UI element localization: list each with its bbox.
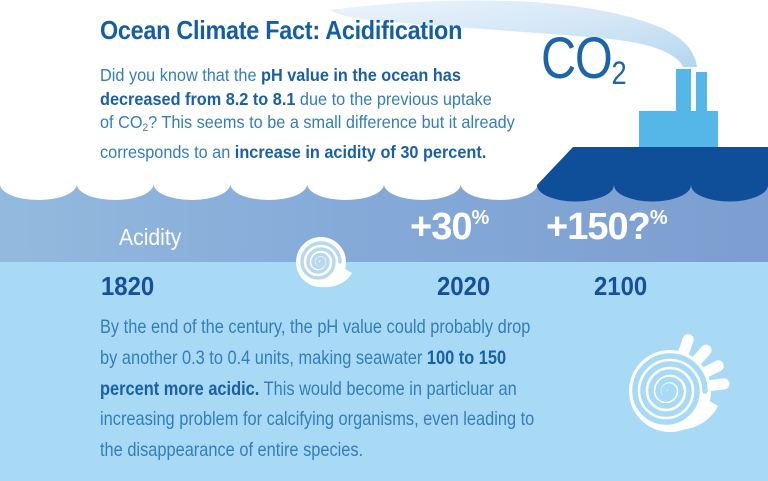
steamship-hull-icon	[537, 147, 768, 202]
co2-label: CO2	[541, 30, 627, 92]
stat-2100-acidity-increase: +150?%	[546, 208, 668, 246]
intro-paragraph: Did you know that the pH value in the oc…	[100, 65, 515, 162]
co2-subscript: 2	[611, 55, 627, 92]
percent-sign: %	[649, 207, 668, 229]
co2-main-text: CO	[541, 26, 613, 91]
timeline-year-2020: 2020	[437, 271, 491, 301]
ship-chimney-left	[676, 69, 691, 113]
ship-superstructure	[639, 111, 718, 149]
outro-paragraph: By the end of the century, the pH value …	[100, 316, 535, 462]
acidity-label: Acidity	[119, 224, 182, 250]
ship-chimney-right	[696, 72, 707, 113]
stat-2020-acidity-increase: +30%	[410, 208, 489, 246]
co2-smoke-swoosh-icon	[330, 0, 697, 67]
page-title: Ocean Climate Fact: Acidification	[100, 15, 463, 45]
stat-value: +150?	[546, 206, 651, 248]
percent-sign: %	[471, 207, 490, 229]
ammonite-shell-large-icon	[629, 334, 730, 432]
timeline-year-1820: 1820	[101, 271, 155, 301]
timeline-year-2100: 2100	[594, 271, 648, 301]
stat-value: +30	[410, 206, 472, 248]
header-section: Ocean Climate Fact: Acidification Did yo…	[0, 0, 768, 185]
ammonite-shell-small-icon	[296, 237, 352, 288]
